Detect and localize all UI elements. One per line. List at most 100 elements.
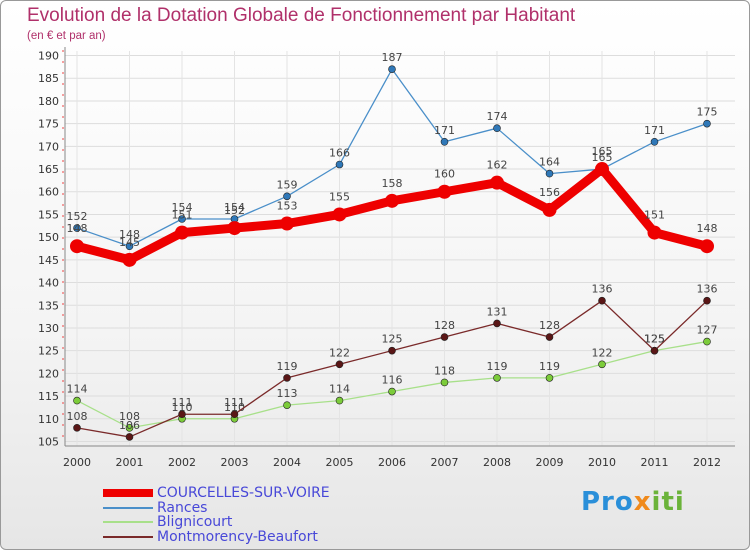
data-label: 148 [119, 228, 140, 241]
proxiti-logo: Proxiti [581, 487, 685, 517]
x-tick-label: 2011 [641, 456, 669, 469]
data-point [178, 215, 186, 223]
data-point [493, 124, 501, 132]
data-point [490, 175, 504, 190]
data-label: 158 [382, 177, 403, 190]
data-point [650, 346, 659, 355]
data-label: 152 [224, 204, 245, 217]
x-tick-label: 2012 [693, 456, 721, 469]
x-tick-label: 2009 [536, 456, 564, 469]
data-label: 160 [434, 168, 455, 181]
y-tick-label: 140 [38, 277, 59, 290]
x-tick-label: 2006 [378, 456, 406, 469]
y-tick-label: 120 [38, 367, 59, 380]
data-label: 128 [434, 319, 455, 332]
data-label: 122 [592, 346, 613, 359]
data-label: 128 [539, 319, 560, 332]
legend-label: Blignicourt [157, 514, 233, 530]
data-label: 148 [697, 222, 718, 235]
data-label: 159 [277, 178, 298, 191]
x-tick-label: 2001 [116, 456, 144, 469]
data-point [440, 378, 449, 387]
data-label: 127 [697, 324, 718, 337]
data-label: 111 [224, 396, 245, 409]
x-tick-label: 2007 [431, 456, 459, 469]
x-tick-label: 2010 [588, 456, 616, 469]
data-label: 151 [644, 209, 665, 222]
chart-title: Evolution de la Dotation Globale de Fonc… [27, 5, 576, 26]
y-tick-label: 180 [38, 95, 59, 108]
data-point [598, 296, 606, 305]
y-tick-label: 130 [38, 322, 59, 335]
data-point [647, 225, 662, 240]
data-label: 125 [644, 333, 665, 346]
data-label: 174 [487, 110, 508, 123]
data-point [388, 346, 396, 355]
data-point [175, 225, 189, 240]
data-label: 114 [329, 383, 350, 396]
data-point [545, 374, 554, 382]
x-tick-label: 2008 [483, 456, 511, 469]
data-label: 153 [277, 200, 298, 213]
y-tick-label: 125 [38, 345, 59, 358]
y-tick-label: 115 [38, 390, 59, 403]
data-point [283, 192, 291, 201]
data-point [545, 169, 554, 178]
data-point [542, 202, 557, 217]
logo-part-2: x [633, 487, 652, 517]
x-tick-label: 2004 [273, 456, 301, 469]
data-label: 187 [382, 51, 403, 64]
y-tick-label: 190 [38, 50, 59, 63]
data-point [335, 396, 344, 405]
data-label: 154 [224, 201, 245, 214]
data-label: 166 [329, 147, 350, 160]
data-point [283, 401, 291, 409]
data-label: 164 [539, 156, 560, 169]
legend-label: Montmorency-Beaufort [157, 529, 318, 545]
data-label: 136 [592, 283, 613, 296]
data-label: 131 [487, 305, 508, 318]
y-tick-label: 175 [38, 118, 59, 131]
y-tick-label: 155 [38, 208, 59, 221]
legend-label: COURCELLES-SUR-VOIRE [157, 485, 330, 501]
data-label: 156 [539, 186, 560, 199]
data-point [283, 374, 291, 382]
y-tick-label: 170 [38, 140, 59, 153]
x-tick-label: 2005 [326, 456, 354, 469]
data-point [335, 160, 344, 169]
data-point [598, 360, 606, 369]
y-tick-label: 165 [38, 163, 59, 176]
legend-swatch [103, 507, 153, 509]
data-point [73, 224, 81, 232]
data-point [332, 207, 347, 222]
data-point [280, 216, 294, 231]
data-label: 108 [119, 410, 140, 423]
data-point [440, 333, 449, 341]
data-point [73, 396, 81, 405]
logo-part-1: Pro [581, 487, 634, 517]
data-label: 118 [434, 364, 455, 377]
y-tick-label: 110 [38, 413, 59, 426]
data-label: 119 [487, 360, 508, 373]
data-point [440, 138, 449, 146]
data-label: 148 [67, 222, 88, 235]
data-label: 171 [644, 124, 665, 137]
legend-swatch [103, 489, 153, 497]
x-tick-label: 2002 [168, 456, 196, 469]
data-label: 114 [67, 383, 88, 396]
data-point [70, 239, 84, 254]
legend-label: Rances [157, 500, 208, 516]
data-label: 116 [382, 374, 403, 387]
data-label: 108 [67, 410, 88, 423]
data-point [73, 424, 81, 432]
data-point [388, 387, 396, 396]
data-label: 111 [172, 396, 193, 409]
data-label: 165 [592, 151, 613, 164]
data-point [122, 252, 137, 267]
data-label: 110 [172, 401, 193, 414]
data-point [335, 360, 344, 369]
logo-part-3: iti [651, 487, 685, 517]
data-point [125, 433, 134, 441]
data-point [700, 239, 714, 254]
